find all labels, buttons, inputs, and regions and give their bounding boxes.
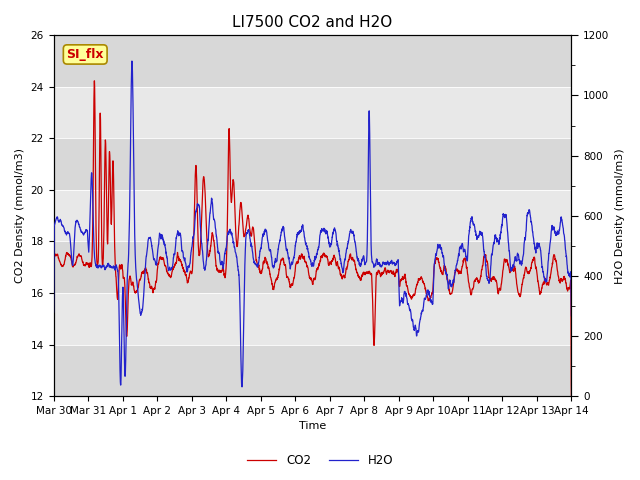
CO2 <box>502 259 509 265</box>
CO2 <box>271 281 278 287</box>
Title: LI7500 CO2 and H2O: LI7500 CO2 and H2O <box>232 15 392 30</box>
Text: SI_flx: SI_flx <box>67 48 104 61</box>
CO2 <box>557 278 565 284</box>
H2O <box>238 384 246 390</box>
Y-axis label: CO2 Density (mmol/m3): CO2 Density (mmol/m3) <box>15 148 25 283</box>
H2O <box>271 260 279 265</box>
CO2 <box>50 393 58 399</box>
Bar <box>54 87 572 138</box>
H2O <box>557 216 565 222</box>
H2O <box>248 249 256 254</box>
Bar <box>54 190 572 241</box>
H2O <box>50 309 58 315</box>
Bar <box>54 138 572 190</box>
CO2 <box>568 393 575 399</box>
CO2 <box>109 161 116 167</box>
Legend: CO2, H2O: CO2, H2O <box>242 449 398 472</box>
H2O <box>140 295 147 301</box>
CO2 <box>140 269 147 275</box>
Bar <box>54 241 572 293</box>
H2O <box>109 264 116 270</box>
H2O <box>568 313 575 319</box>
X-axis label: Time: Time <box>299 421 326 432</box>
Line: CO2: CO2 <box>54 81 572 396</box>
Bar <box>54 36 572 87</box>
CO2 <box>91 78 99 84</box>
H2O <box>128 58 136 64</box>
CO2 <box>248 226 256 232</box>
Bar <box>54 345 572 396</box>
Y-axis label: H2O Density (mmol/m3): H2O Density (mmol/m3) <box>615 148 625 284</box>
Bar <box>54 293 572 345</box>
Line: H2O: H2O <box>54 61 572 387</box>
H2O <box>502 214 509 220</box>
